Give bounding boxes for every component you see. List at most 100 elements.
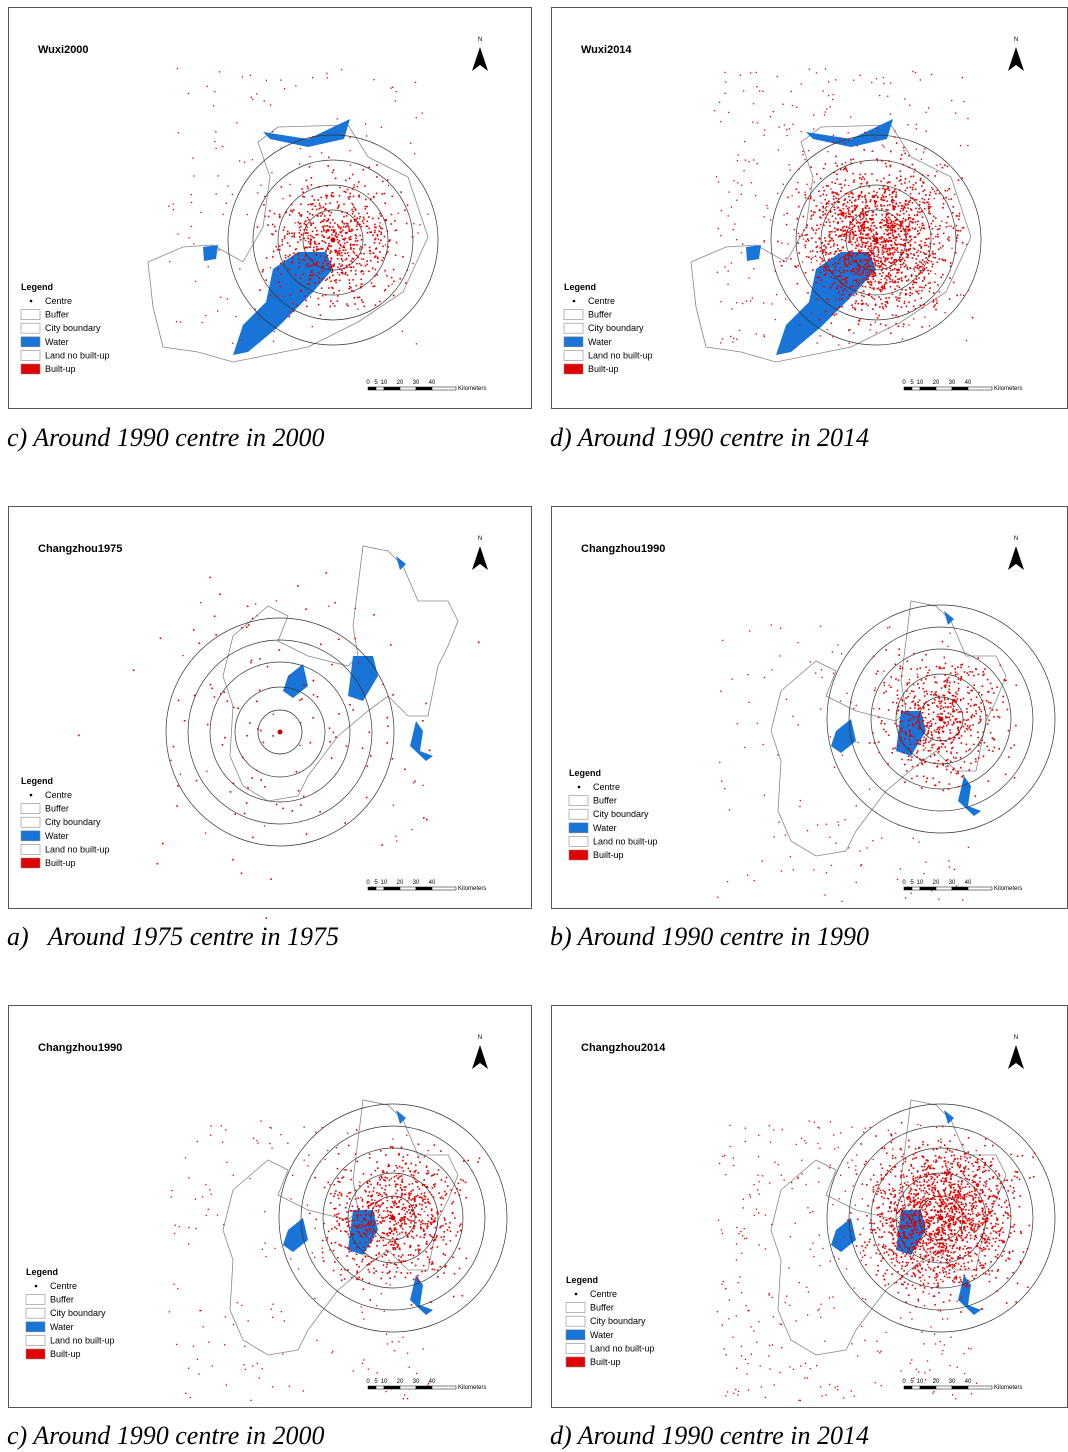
built-up xyxy=(884,723,886,725)
built-up xyxy=(799,806,800,807)
built-up xyxy=(1008,730,1010,732)
built-up xyxy=(972,317,974,319)
built-up xyxy=(383,1171,385,1173)
built-up xyxy=(909,287,911,289)
built-up xyxy=(883,247,885,249)
built-up xyxy=(346,1255,348,1257)
built-up xyxy=(928,722,930,724)
built-up xyxy=(714,110,715,111)
built-up xyxy=(753,103,754,104)
built-up xyxy=(959,215,961,217)
built-up xyxy=(266,917,268,919)
built-up xyxy=(994,747,996,749)
built-up xyxy=(964,723,966,725)
built-up xyxy=(757,122,758,123)
built-up xyxy=(963,726,965,728)
built-up xyxy=(911,893,912,894)
built-up xyxy=(956,230,957,231)
built-up xyxy=(341,211,343,213)
built-up xyxy=(835,213,837,215)
built-up xyxy=(947,646,948,647)
built-up xyxy=(433,1184,435,1186)
built-up xyxy=(881,247,883,249)
built-up xyxy=(451,1189,453,1191)
built-up xyxy=(320,212,322,214)
built-up xyxy=(943,198,945,200)
built-up xyxy=(369,247,371,249)
built-up xyxy=(817,825,818,826)
built-up xyxy=(311,275,313,277)
built-up xyxy=(918,709,920,711)
built-up xyxy=(902,1186,904,1188)
built-up xyxy=(944,1211,946,1213)
built-up xyxy=(341,1280,343,1282)
built-up xyxy=(897,281,899,283)
built-up xyxy=(924,725,926,727)
built-up xyxy=(862,270,864,272)
built-up xyxy=(393,1244,395,1246)
built-up xyxy=(385,219,387,221)
built-up xyxy=(333,169,335,171)
built-up xyxy=(284,227,286,229)
built-up xyxy=(917,668,919,670)
built-up xyxy=(876,78,877,79)
built-up xyxy=(968,666,969,667)
built-up xyxy=(908,279,910,281)
built-up xyxy=(382,193,384,195)
built-up xyxy=(877,254,879,256)
built-up xyxy=(942,707,944,709)
built-up xyxy=(446,1177,448,1179)
built-up xyxy=(414,1225,416,1227)
built-up xyxy=(987,746,989,748)
built-up xyxy=(948,723,950,725)
built-up xyxy=(894,288,896,290)
built-up xyxy=(956,752,958,754)
built-up xyxy=(341,69,342,70)
built-up xyxy=(404,1223,406,1225)
built-up xyxy=(185,1157,186,1158)
built-up xyxy=(884,284,886,286)
built-up xyxy=(344,252,346,254)
built-up xyxy=(967,692,968,693)
built-up xyxy=(943,695,945,697)
built-up xyxy=(944,164,946,166)
built-up xyxy=(424,1199,426,1201)
built-up xyxy=(886,282,888,284)
built-up xyxy=(348,197,350,199)
built-up xyxy=(957,1184,959,1186)
built-up xyxy=(925,742,927,744)
built-up xyxy=(881,219,883,221)
built-up xyxy=(350,260,352,262)
built-up xyxy=(980,716,982,718)
built-up xyxy=(339,268,341,270)
built-up xyxy=(916,756,918,758)
built-up xyxy=(264,825,265,826)
built-up xyxy=(306,232,308,234)
built-up xyxy=(402,256,404,258)
built-up xyxy=(303,238,305,240)
built-up xyxy=(875,137,876,138)
built-up xyxy=(260,730,262,732)
built-up xyxy=(763,334,764,335)
built-up xyxy=(350,1170,352,1172)
built-up xyxy=(929,282,931,284)
built-up xyxy=(870,281,872,283)
built-up xyxy=(753,159,754,160)
built-up xyxy=(208,266,209,267)
built-up xyxy=(783,104,784,105)
built-up xyxy=(397,1245,399,1247)
built-up xyxy=(330,260,332,262)
built-up xyxy=(944,312,945,313)
built-up xyxy=(894,230,896,232)
built-up xyxy=(291,232,293,234)
built-up xyxy=(868,233,870,235)
built-up xyxy=(392,1237,394,1239)
scale-label: 40 xyxy=(429,380,436,386)
built-up xyxy=(949,633,950,634)
built-up xyxy=(847,270,849,272)
built-up xyxy=(220,693,222,695)
built-up xyxy=(992,751,994,753)
legend-swatch xyxy=(21,844,40,854)
built-up xyxy=(927,722,929,724)
built-up xyxy=(362,1200,364,1202)
